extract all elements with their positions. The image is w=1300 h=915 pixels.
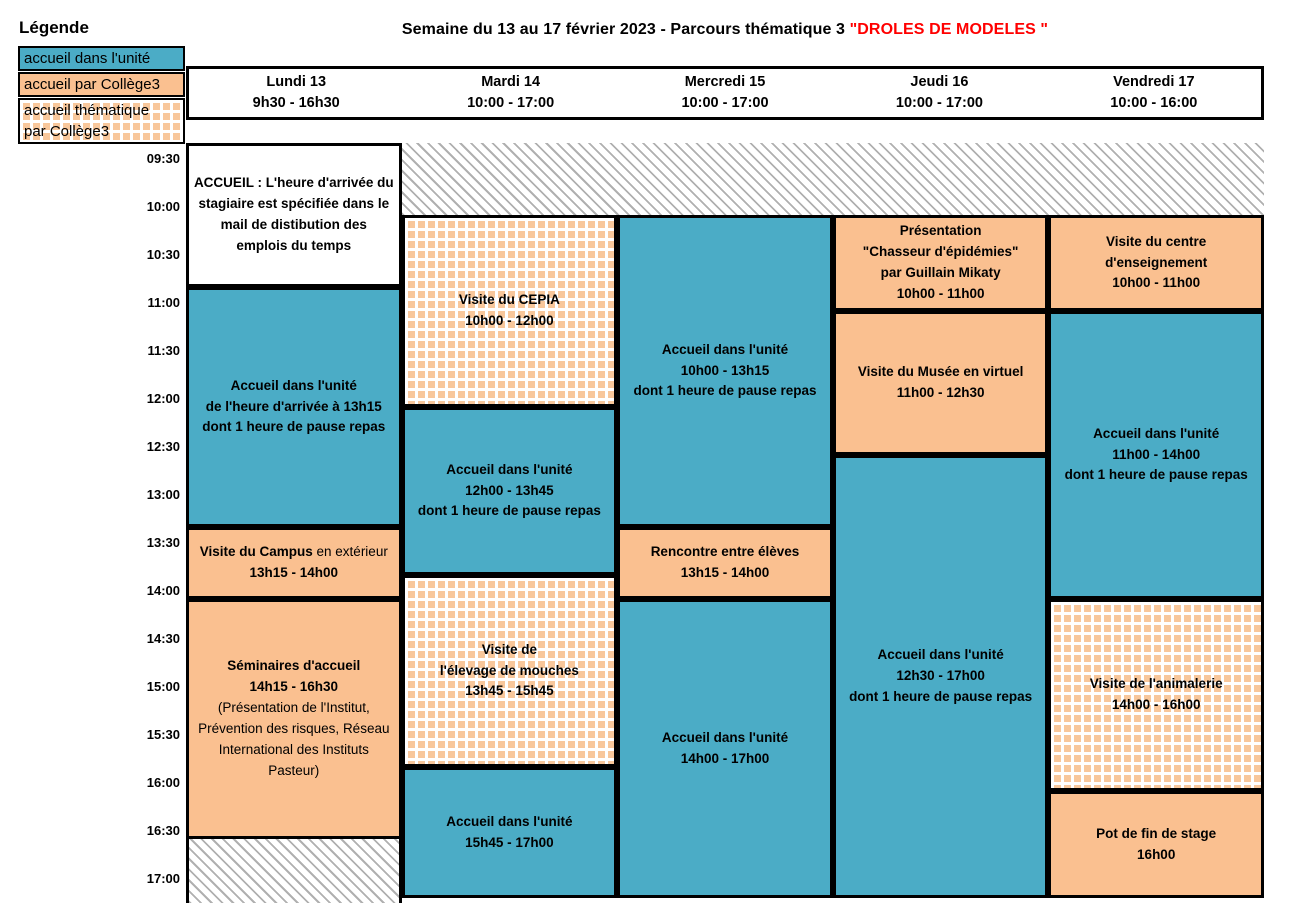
event-accueil-unite-vendredi: Accueil dans l'unité 11h00 - 14h00 dont 1 … xyxy=(1048,311,1264,599)
event-seminaires-accueil: Séminaires d'accueil 14h15 - 16h30 (Présen… xyxy=(186,599,402,839)
day-hours: 9h30 - 16h30 xyxy=(252,95,340,112)
accueil-note: ACCUEIL : L'heure d'arrivée du stagiaire … xyxy=(186,143,402,287)
time-tick: 12:30 xyxy=(146,439,180,454)
event-pot-fin-stage: Pot de fin de stage 16h00 xyxy=(1048,791,1264,899)
event-centre-enseignement: Visite du centre d'enseignement 10h00 - 11… xyxy=(1048,215,1264,311)
hatch-region xyxy=(186,839,402,903)
time-tick: 13:30 xyxy=(146,535,180,550)
time-tick: 12:00 xyxy=(146,391,180,406)
day-header-3: Mercredi 15 10:00 - 17:00 xyxy=(618,69,832,117)
day-name: Jeudi 16 xyxy=(910,74,969,91)
page-title-red: "DROLES DE MODELES " xyxy=(849,21,1049,38)
event-musee-virtuel: Visite du Musée en virtuel 11h00 - 12h30 xyxy=(832,311,1049,455)
day-hours: 10:00 - 17:00 xyxy=(467,95,555,112)
event-rencontre-eleves: Rencontre entre élèves 13h15 - 14h00 xyxy=(617,527,833,599)
time-tick: 14:30 xyxy=(146,631,180,646)
legend-title: Légende xyxy=(19,18,89,37)
day-hours: 10:00 - 17:00 xyxy=(895,95,983,112)
time-tick: 11:30 xyxy=(147,343,180,358)
day-header-row: Lundi 13 9h30 - 16h30 Mardi 14 10:00 - 17:0… xyxy=(186,66,1264,120)
day-header-1: Lundi 13 9h30 - 16h30 xyxy=(189,69,403,117)
time-tick: 11:00 xyxy=(147,295,180,310)
event-accueil-unite-mardi-1: Accueil dans l'unité 12h00 - 13h45 dont 1 … xyxy=(401,407,618,575)
time-tick: 09:30 xyxy=(146,151,180,166)
day-hours: 10:00 - 16:00 xyxy=(1110,95,1198,112)
time-tick: 14:00 xyxy=(146,583,180,598)
event-accueil-unite-lundi: Accueil dans l'unité de l'heure d'arrivée… xyxy=(186,287,402,527)
time-tick: 15:00 xyxy=(146,679,180,694)
time-tick: 15:30 xyxy=(146,727,180,742)
legend-item-college: accueil par Collège3 xyxy=(18,72,185,97)
event-elevage-mouches: Visite de l'élevage de mouches 13h45 - 15h… xyxy=(401,575,618,767)
event-accueil-unite-mercredi-2: Accueil dans l'unité 14h00 - 17h00 xyxy=(617,599,833,899)
page-title-black: Semaine du 13 au 17 février 2023 - Parco… xyxy=(401,21,850,38)
legend-item-theme: accueil thématique par Collège3 xyxy=(18,98,185,144)
day-header-2: Mardi 14 10:00 - 17:00 xyxy=(403,69,617,117)
event-accueil-unite-jeudi: Accueil dans l'unité 12h30 - 17h00 dont 1 … xyxy=(832,455,1049,899)
hatch-region xyxy=(401,143,1264,215)
page-title: Semaine du 13 au 17 février 2023 - Parco… xyxy=(186,21,1264,39)
day-name: Mercredi 15 xyxy=(684,74,766,91)
event-visite-animalerie: Visite de l'animalerie 14h00 - 16h00 xyxy=(1048,599,1264,791)
day-hours: 10:00 - 17:00 xyxy=(681,95,769,112)
time-tick: 10:30 xyxy=(146,247,180,262)
event-accueil-unite-mardi-2: Accueil dans l'unité 15h45 - 17h00 xyxy=(401,767,618,899)
day-name: Mardi 14 xyxy=(481,74,541,91)
event-visite-cepia: Visite du CEPIA 10h00 - 12h00 xyxy=(401,215,618,407)
event-visite-campus: Visite du Campus en extérieur 13h15 - 14h… xyxy=(186,527,402,599)
day-name: Vendredi 17 xyxy=(1113,74,1195,91)
time-tick: 10:00 xyxy=(146,199,180,214)
time-tick: 16:30 xyxy=(146,823,180,838)
legend-item-unit: accueil dans l'unité xyxy=(18,46,185,71)
time-tick: 17:00 xyxy=(146,871,180,886)
time-tick: 13:00 xyxy=(146,487,180,502)
day-header-5: Vendredi 17 10:00 - 16:00 xyxy=(1047,69,1261,117)
day-header-4: Jeudi 16 10:00 - 17:00 xyxy=(832,69,1046,117)
event-accueil-unite-mercredi-1: Accueil dans l'unité 10h00 - 13h15 dont 1 … xyxy=(617,215,833,527)
day-name: Lundi 13 xyxy=(266,74,327,91)
time-tick: 16:00 xyxy=(146,775,180,790)
event-presentation-chasseur: Présentation "Chasseur d'épidémies" par Gu… xyxy=(832,215,1049,311)
